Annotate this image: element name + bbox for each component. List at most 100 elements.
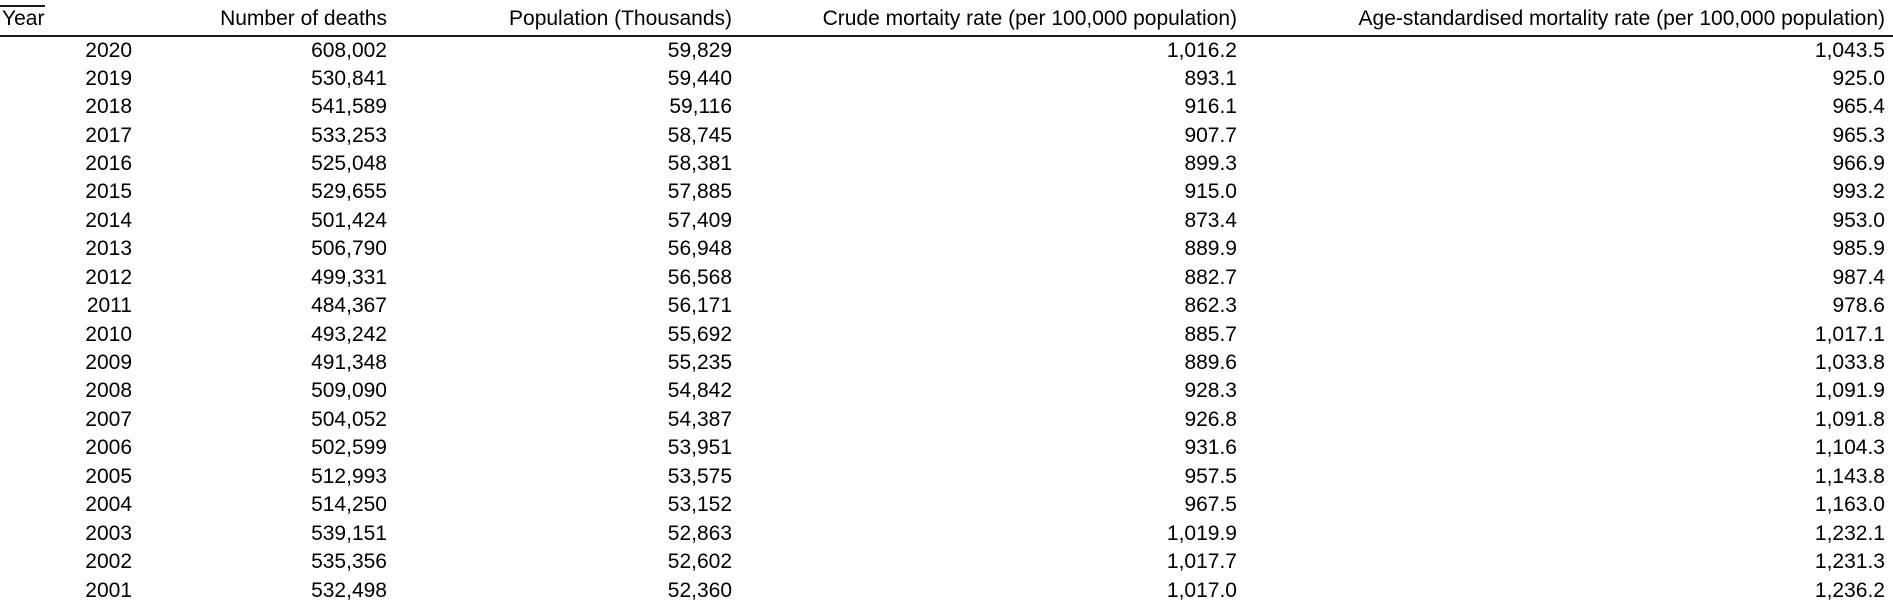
age-standardised-rate-cell: 985.9 (1832, 237, 1885, 261)
deaths-cell: 484,367 (311, 294, 387, 318)
population-cell: 59,116 (669, 95, 732, 119)
age-standardised-rate-cell: 1,231.3 (1814, 550, 1885, 574)
table-row: 2013 506,790 56,948 889.9 985.9 (0, 235, 1893, 263)
deaths-cell: 501,424 (311, 208, 387, 232)
table-row: 2011 484,367 56,171 862.3 978.6 (0, 292, 1893, 320)
deaths-cell: 608,002 (311, 38, 387, 62)
deaths-cell: 512,993 (311, 464, 387, 488)
crude-rate-cell: 1,017.0 (1166, 578, 1237, 602)
deaths-cell: 514,250 (311, 493, 387, 517)
crude-rate-cell: 1,017.7 (1166, 550, 1237, 574)
population-cell: 56,171 (667, 294, 732, 318)
year-cell: 2011 (86, 294, 132, 318)
deaths-cell: 541,589 (311, 95, 387, 119)
year-cell: 2017 (85, 123, 132, 147)
population-cell: 55,692 (667, 322, 732, 346)
year-cell: 2018 (85, 95, 132, 119)
table-row: 2014 501,424 57,409 873.4 953.0 (0, 207, 1893, 235)
deaths-cell: 493,242 (311, 322, 387, 346)
age-standardised-rate-cell: 978.6 (1832, 294, 1885, 318)
year-cell: 2001 (85, 578, 132, 602)
population-cell: 56,948 (667, 237, 732, 261)
table-row: 2015 529,655 57,885 915.0 993.2 (0, 178, 1893, 206)
year-cell: 2019 (85, 66, 132, 90)
year-cell: 2005 (85, 464, 132, 488)
year-cell: 2007 (85, 407, 132, 431)
age-standardised-rate-cell: 987.4 (1832, 265, 1885, 289)
population-cell: 52,360 (667, 578, 732, 602)
year-cell: 2012 (85, 265, 132, 289)
deaths-cell: 525,048 (311, 151, 387, 175)
crude-rate-cell: 931.6 (1184, 436, 1237, 460)
crude-rate-cell: 928.3 (1184, 379, 1237, 403)
crude-rate-cell: 873.4 (1184, 208, 1237, 232)
crude-rate-cell: 1,019.9 (1166, 521, 1237, 545)
year-cell: 2008 (85, 379, 132, 403)
crude-rate-cell: 957.5 (1184, 464, 1237, 488)
crude-rate-cell: 899.3 (1184, 151, 1237, 175)
year-cell: 2015 (85, 180, 132, 204)
crude-rate-cell: 882.7 (1184, 265, 1237, 289)
table-row: 2004 514,250 53,152 967.5 1,163.0 (0, 491, 1893, 519)
population-cell: 58,745 (667, 123, 732, 147)
table-row: 2018 541,589 59,116 916.1 965.4 (0, 93, 1893, 121)
deaths-cell: 491,348 (311, 351, 387, 375)
population-cell: 57,409 (667, 208, 732, 232)
year-cell: 2009 (85, 351, 132, 375)
table-row: 2007 504,052 54,387 926.8 1,091.8 (0, 406, 1893, 434)
table-body: 2020 608,002 59,829 1,016.2 1,043.5 2019 530,8… (0, 36, 1893, 605)
age-standardised-rate-cell: 1,091.8 (1814, 407, 1885, 431)
crude-rate-cell: 1,016.2 (1166, 38, 1237, 62)
age-standardised-rate-cell: 1,143.8 (1814, 464, 1885, 488)
deaths-cell: 502,599 (311, 436, 387, 460)
population-cell: 54,387 (667, 407, 732, 431)
age-standardised-rate-cell: 966.9 (1832, 151, 1885, 175)
population-cell: 57,885 (667, 180, 732, 204)
crude-rate-cell: 926.8 (1184, 407, 1237, 431)
population-cell: 55,235 (667, 351, 732, 375)
age-standardised-rate-cell: 925.0 (1832, 66, 1885, 90)
deaths-cell: 539,151 (311, 521, 387, 545)
table-row: 2001 532,498 52,360 1,017.0 1,236.2 (0, 576, 1893, 604)
age-standardised-rate-cell: 1,017.1 (1814, 322, 1885, 346)
age-standardised-rate-cell: 965.3 (1832, 123, 1885, 147)
deaths-cell: 506,790 (311, 237, 387, 261)
year-cell: 2014 (85, 208, 132, 232)
table-row: 2009 491,348 55,235 889.6 1,033.8 (0, 349, 1893, 377)
deaths-cell: 530,841 (311, 66, 387, 90)
table-row: 2019 530,841 59,440 893.1 925.0 (0, 64, 1893, 92)
population-cell: 58,381 (667, 151, 732, 175)
crude-rate-cell: 893.1 (1184, 66, 1237, 90)
year-cell: 2020 (85, 38, 132, 62)
crude-rate-cell: 907.7 (1184, 123, 1237, 147)
deaths-cell: 532,498 (311, 578, 387, 602)
column-header-crude-mortality-rate: Crude mortaity rate (per 100,000 populat… (740, 0, 1245, 37)
age-standardised-rate-cell: 1,163.0 (1814, 493, 1885, 517)
column-header-number-of-deaths: Number of deaths (140, 0, 395, 37)
table-row: 2010 493,242 55,692 885.7 1,017.1 (0, 320, 1893, 348)
population-cell: 59,829 (667, 38, 732, 62)
year-cell: 2016 (85, 151, 132, 175)
year-cell: 2002 (85, 550, 132, 574)
year-cell: 2013 (85, 237, 132, 261)
age-standardised-rate-cell: 1,091.9 (1814, 379, 1885, 403)
header-row: Year Number of deaths Population (Thousa… (0, 0, 1893, 37)
column-header-population: Population (Thousands) (395, 0, 740, 37)
table-row: 2017 533,253 58,745 907.7 965.3 (0, 121, 1893, 149)
age-standardised-rate-cell: 965.4 (1832, 95, 1885, 119)
deaths-cell: 504,052 (311, 407, 387, 431)
population-cell: 52,863 (667, 521, 732, 545)
population-cell: 52,602 (667, 550, 732, 574)
table-row: 2016 525,048 58,381 899.3 966.9 (0, 150, 1893, 178)
crude-rate-cell: 889.9 (1184, 237, 1237, 261)
crude-rate-cell: 915.0 (1184, 180, 1237, 204)
deaths-cell: 533,253 (311, 123, 387, 147)
table-row: 2006 502,599 53,951 931.6 1,104.3 (0, 434, 1893, 462)
age-standardised-rate-cell: 1,043.5 (1814, 38, 1885, 62)
population-cell: 56,568 (667, 265, 732, 289)
crude-rate-cell: 862.3 (1184, 294, 1237, 318)
crude-rate-cell: 916.1 (1184, 95, 1237, 119)
population-cell: 53,152 (667, 493, 732, 517)
table-row: 2003 539,151 52,863 1,019.9 1,232.1 (0, 519, 1893, 547)
